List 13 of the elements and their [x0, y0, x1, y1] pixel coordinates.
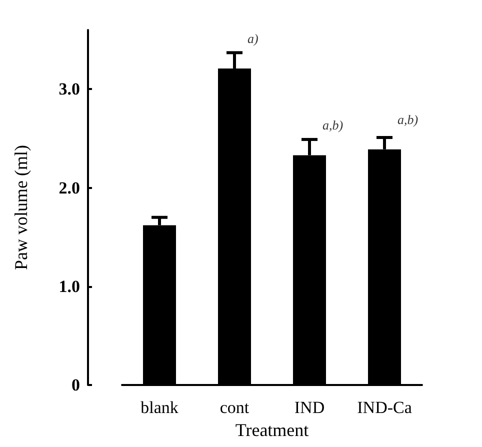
y-tick-label: 1.0 [58, 276, 80, 296]
x-tick-label: IND-Ca [357, 398, 412, 417]
annotation: a,b) [398, 112, 418, 127]
y-tick-label: 2.0 [58, 178, 80, 198]
x-tick-label: cont [220, 398, 250, 417]
annotation: a) [248, 30, 258, 46]
x-tick-label: IND [294, 398, 325, 417]
x-tick-label: blank [140, 398, 179, 417]
annotation: a,b) [322, 118, 344, 133]
y-axis-title: Paw volume (ml) [11, 145, 31, 270]
y-tick-label: 3.0 [58, 80, 80, 99]
x-axis-title: Treatment [235, 420, 309, 440]
y-tick-label: 0 [72, 376, 80, 394]
